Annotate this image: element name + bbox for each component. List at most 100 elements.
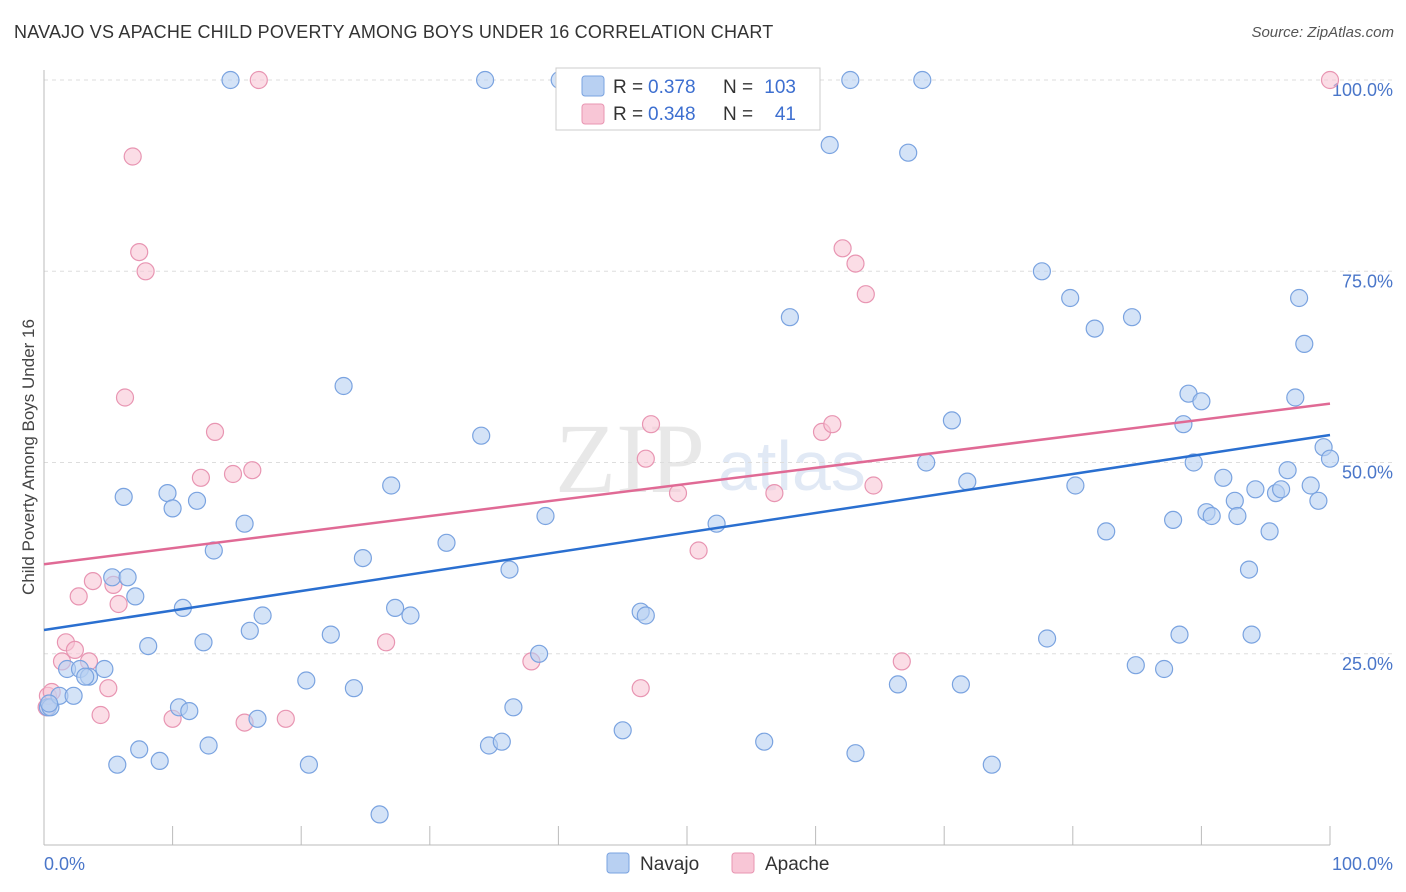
navajo-point — [1066, 476, 1085, 495]
navajo-point — [382, 476, 401, 495]
navajo-point — [1202, 506, 1221, 526]
correlation-legend: R = 0.378 N = 103 R = 0.348 N = 41 — [555, 67, 821, 131]
navajo-point — [1126, 656, 1145, 675]
x-tick-label-100: 100.0% — [1332, 854, 1393, 874]
navajo-point — [386, 598, 405, 618]
apache-point — [631, 679, 650, 698]
apache-trend-line — [43, 402, 1331, 566]
apache-point — [191, 468, 210, 487]
navajo-point — [370, 805, 389, 824]
bottom-legend-navajo-swatch — [606, 852, 630, 874]
y-tick-label-50: 50.0% — [1342, 463, 1393, 483]
apache-point — [846, 254, 865, 273]
navajo-point — [1085, 319, 1104, 338]
legend-navajo-r-label: R = — [613, 77, 643, 98]
apache-point — [99, 679, 118, 698]
navajo-point — [1097, 522, 1116, 541]
navajo-point — [1271, 480, 1291, 499]
navajo-point — [253, 606, 272, 625]
navajo-point — [951, 675, 971, 694]
navajo-point — [401, 606, 420, 625]
navajo-point — [1309, 491, 1328, 510]
legend-apache-n-label: N = — [723, 104, 753, 125]
navajo-point — [344, 679, 363, 698]
navajo-point — [76, 667, 95, 686]
navajo-point — [888, 675, 908, 694]
legend-navajo-r-value: 0.378 — [648, 77, 696, 98]
navajo-point — [982, 755, 1001, 774]
navajo-point — [163, 499, 182, 518]
navajo-point — [1061, 288, 1080, 308]
apache-point — [636, 449, 655, 468]
navajo-points — [38, 70, 1340, 824]
navajo-point — [1174, 415, 1193, 434]
apache-point — [69, 587, 88, 606]
navajo-point — [1154, 659, 1174, 679]
apache-point — [223, 464, 243, 484]
navajo-point — [899, 143, 918, 162]
apache-point — [65, 640, 85, 660]
navajo-point — [1289, 288, 1309, 308]
apache-point — [668, 484, 688, 503]
apache-point — [641, 415, 661, 434]
navajo-point — [437, 533, 456, 552]
apache-point — [823, 415, 842, 434]
apache-point — [205, 422, 225, 441]
navajo-point — [1286, 388, 1305, 407]
navajo-point — [1163, 510, 1183, 530]
navajo-point — [636, 606, 655, 625]
apache-point — [83, 571, 103, 591]
navajo-point — [297, 671, 316, 690]
navajo-point — [240, 621, 259, 640]
navajo-point — [158, 484, 177, 503]
navajo-point — [1320, 449, 1340, 468]
apache-point — [765, 484, 784, 503]
navajo-point — [841, 70, 860, 90]
apache-point — [130, 243, 149, 262]
navajo-point — [39, 694, 59, 713]
apache-point — [109, 594, 128, 614]
x-tick-marks — [43, 826, 1331, 845]
watermark: ZIP atlas — [555, 403, 866, 514]
gridlines — [44, 79, 1392, 655]
navajo-point — [1037, 629, 1057, 648]
navajo-point — [917, 453, 936, 472]
navajo-point — [180, 701, 199, 721]
legend-navajo-n-label: N = — [723, 77, 753, 98]
apache-point — [1320, 70, 1340, 90]
navajo-trend-line — [43, 433, 1331, 632]
x-tick-label-0: 0.0% — [44, 854, 85, 874]
navajo-point — [1214, 468, 1233, 487]
navajo-point — [248, 709, 267, 728]
legend-apache-n-value: 41 — [775, 104, 796, 125]
trend-lines — [43, 402, 1331, 632]
navajo-point — [108, 755, 127, 774]
navajo-point — [820, 135, 839, 155]
apache-point — [115, 388, 135, 407]
watermark-atlas: atlas — [718, 427, 866, 505]
navajo-point — [187, 491, 207, 510]
navajo-point — [126, 587, 145, 606]
navajo-point — [780, 308, 800, 327]
chart-title: NAVAJO VS APACHE CHILD POVERTY AMONG BOY… — [14, 22, 774, 42]
apache-point — [136, 262, 155, 281]
apache-point — [276, 709, 295, 728]
navajo-point — [194, 633, 213, 652]
navajo-point — [130, 740, 149, 759]
navajo-point — [321, 625, 340, 644]
legend-apache-r-value: 0.348 — [648, 104, 696, 125]
apache-point — [243, 461, 262, 480]
navajo-point — [1242, 625, 1261, 644]
apache-point — [377, 633, 396, 652]
navajo-point — [139, 636, 158, 656]
y-tick-label-100: 100.0% — [1332, 80, 1393, 100]
navajo-point — [504, 698, 523, 717]
navajo-point — [64, 686, 83, 705]
navajo-point — [500, 560, 519, 579]
y-tick-labels: 25.0% 50.0% 75.0% 100.0% — [1332, 80, 1393, 674]
navajo-point — [1301, 476, 1320, 495]
apache-point — [833, 239, 852, 258]
navajo-point — [1184, 453, 1203, 472]
navajo-point — [118, 568, 137, 587]
